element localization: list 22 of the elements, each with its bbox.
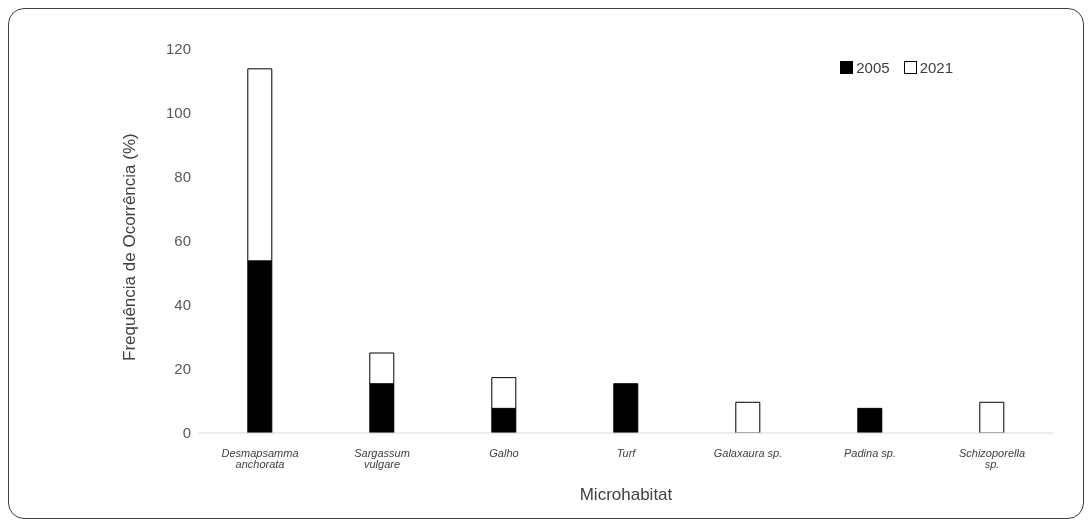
bar — [979, 401, 1005, 433]
bar — [857, 407, 883, 433]
y-tick-label: 100 — [165, 104, 191, 122]
y-tick-label: 40 — [174, 296, 191, 314]
y-tick-label: 0 — [182, 424, 191, 442]
legend-label: 2021 — [918, 59, 953, 76]
x-tick-label: Padina sp. — [844, 446, 896, 459]
x-tick-label: Desmapsamma anchorata — [221, 446, 299, 470]
bar — [735, 401, 761, 433]
y-tick-label: 120 — [165, 40, 191, 58]
x-tick-label: Galho — [489, 446, 519, 459]
x-axis-title: Microhabitat — [579, 485, 673, 504]
x-tick-label: Turf — [616, 446, 637, 459]
x-tick-label: Galaxaura sp. — [713, 446, 783, 459]
legend-label: 2005 — [855, 59, 890, 76]
y-tick-label: 60 — [174, 232, 191, 250]
bar — [613, 383, 639, 433]
x-tick-label: Sargassum vulgare — [354, 446, 410, 470]
y-tick-label: 80 — [174, 168, 191, 186]
y-axis-title: Frequência de Ocorrência (%) — [120, 133, 140, 361]
x-tick-label: Schizoporella sp. — [958, 446, 1026, 470]
y-tick-label: 20 — [174, 360, 191, 378]
